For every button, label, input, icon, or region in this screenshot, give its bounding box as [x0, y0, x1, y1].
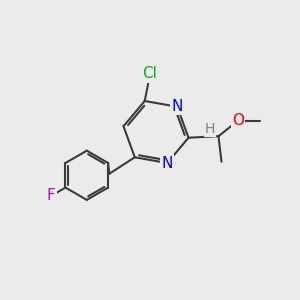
Text: O: O — [232, 113, 244, 128]
Text: N: N — [162, 155, 173, 170]
Text: H: H — [205, 122, 215, 136]
Text: N: N — [172, 99, 183, 114]
Text: Cl: Cl — [142, 67, 157, 82]
Text: F: F — [47, 188, 56, 203]
